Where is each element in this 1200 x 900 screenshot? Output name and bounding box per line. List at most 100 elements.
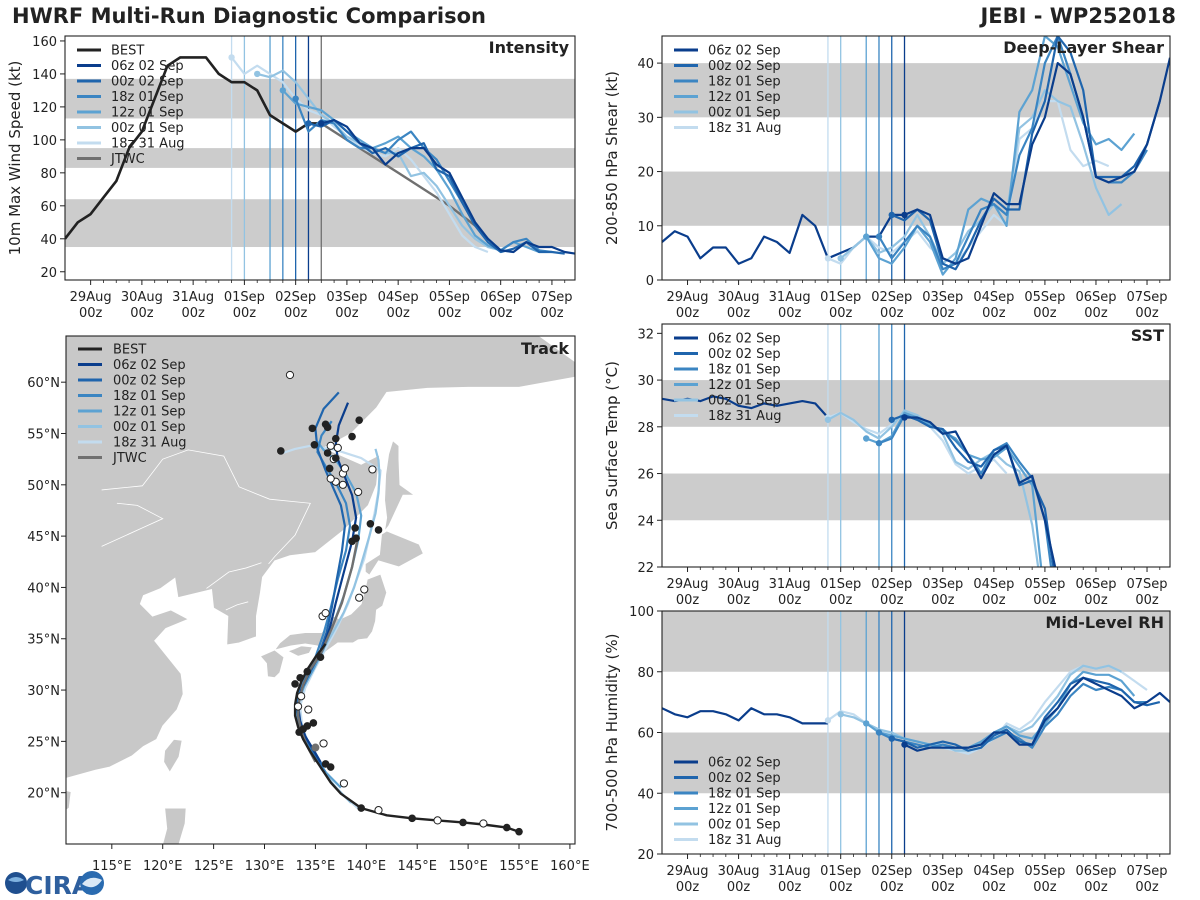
intensity-run-line [321, 119, 575, 255]
rh-xtick-hour: 00z [727, 880, 751, 895]
sst-xtick-hour: 00z [1033, 593, 1057, 608]
sst-xtick-hour: 00z [1135, 593, 1159, 608]
land-hainan [66, 790, 72, 811]
intensity-legend-label: 12z 01 Sep [111, 106, 184, 121]
cira-logo: CIRA [5, 871, 104, 898]
sst-xtick-date: 30Aug [718, 577, 760, 592]
shear-legend-label: 00z 01 Sep [708, 106, 781, 121]
rh-xtick-date: 03Sep [922, 864, 963, 879]
logo-globe-highlight [8, 877, 24, 882]
intensity-run-start-point [305, 120, 312, 127]
track-open-marker [285, 370, 295, 380]
intensity-ytick-label: 120 [32, 101, 57, 116]
sst-ylabel: Sea Surface Temp (°C) [603, 361, 621, 530]
rh-xtick-hour: 00z [1135, 880, 1159, 895]
intensity-xtick-hour: 00z [181, 306, 205, 321]
track-open-marker [374, 806, 383, 815]
track-legend-label: 18z 31 Aug [113, 436, 187, 451]
track-lon-label: 125°E [194, 859, 234, 874]
intensity-ytick-label: 40 [40, 233, 57, 248]
intensity-xtick-hour: 00z [540, 306, 564, 321]
track-legend-label: BEST [113, 343, 146, 358]
track-open-marker [319, 739, 328, 748]
track-filled-marker [310, 440, 319, 449]
track-lon-label: 160°E [550, 859, 590, 874]
shear-xtick-hour: 00z [1084, 306, 1108, 321]
sst-legend-label: 00z 02 Sep [708, 347, 781, 362]
intensity-frame [64, 35, 576, 281]
intensity-band [65, 199, 575, 248]
sst-xtick-hour: 00z [778, 593, 802, 608]
track-filled-marker [408, 814, 416, 823]
shear-ytick-label: 20 [637, 166, 654, 181]
track-filled-marker [316, 653, 325, 662]
rh-xtick-hour: 00z [880, 880, 904, 895]
intensity-legend-label: JTWC [110, 152, 145, 167]
shear-ytick-label: 30 [637, 111, 654, 126]
land-sakhalin [383, 440, 416, 533]
sst-ytick-label: 24 [637, 514, 654, 529]
intensity-run-start-point [292, 95, 299, 102]
sst-xtick-hour: 00z [1084, 593, 1108, 608]
rh-xtick-hour: 00z [1033, 880, 1057, 895]
intensity-xtick-hour: 00z [489, 306, 513, 321]
sst-legend-label: 18z 31 Aug [708, 409, 782, 424]
shear-title: Deep-Layer Shear [1003, 38, 1164, 57]
track-open-marker [326, 441, 335, 450]
track-legend-label: 12z 01 Sep [113, 405, 186, 420]
track-open-marker [368, 465, 377, 474]
intensity-xtick-date: 30Aug [121, 290, 163, 305]
rh-xtick-date: 31Aug [769, 864, 811, 879]
track-lat-label: 35°N [27, 633, 60, 648]
rh-run-start-point [901, 741, 908, 748]
sst-run-start-point [875, 439, 883, 447]
track-filled-marker [348, 432, 356, 441]
land-hokkaido [364, 530, 424, 576]
rh-title: Mid-Level RH [1045, 613, 1164, 632]
track-lat-label: 40°N [27, 581, 60, 596]
shear-legend-label: 00z 02 Sep [708, 59, 781, 74]
sst-xtick-date: 03Sep [922, 577, 963, 592]
sst-xtick-date: 06Sep [1075, 577, 1116, 592]
rh-run-start-point [875, 729, 883, 736]
track-lon-label: 115°E [92, 859, 132, 874]
track-filled-marker [276, 447, 285, 455]
intensity-ylabel: 10m Max Wind Speed (kt) [6, 61, 24, 256]
shear-xtick-date: 04Sep [973, 290, 1014, 305]
sst-xtick-hour: 00z [829, 593, 853, 608]
track-title: Track [521, 339, 569, 358]
sst-ytick-label: 22 [637, 561, 654, 576]
shear-ytick-label: 40 [637, 57, 654, 72]
shear-run-start-point [901, 211, 908, 219]
rh-legend-label: 18z 31 Aug [708, 833, 782, 848]
shear-xtick-hour: 00z [778, 306, 802, 321]
track-open-marker [333, 443, 342, 452]
track-lat-label: 20°N [27, 787, 60, 802]
sst-xtick-date: 01Sep [820, 577, 861, 592]
sst-xtick-hour: 00z [880, 593, 904, 608]
rh-legend-label: 18z 01 Sep [708, 787, 781, 802]
logo-swirl-arc [82, 877, 102, 888]
sst-title: SST [1131, 326, 1164, 345]
shear-xtick-date: 03Sep [922, 290, 963, 305]
intensity-run-start-point [279, 87, 287, 94]
sst-xtick-hour: 00z [676, 593, 700, 608]
sst-ytick-label: 28 [637, 421, 654, 436]
track-filled-marker [303, 667, 312, 676]
sst-run-line [891, 414, 1055, 567]
shear-run-start-point [863, 233, 870, 240]
intensity-ytick-label: 160 [32, 35, 57, 50]
track-filled-marker [502, 823, 511, 832]
intensity-xtick-hour: 00z [130, 306, 154, 321]
rh-ytick-label: 20 [637, 848, 654, 863]
intensity-xtick-hour: 00z [386, 306, 410, 321]
sst-xtick-date: 04Sep [973, 577, 1014, 592]
shear-run-line [904, 57, 1170, 265]
shear-ylabel: 200-850 hPa Shear (kt) [603, 71, 621, 245]
land-kyushu [259, 649, 285, 679]
track-open-marker [326, 474, 335, 483]
track-filled-marker [325, 464, 334, 473]
intensity-legend-label: 00z 02 Sep [111, 75, 184, 90]
track-jtwc-marker [311, 743, 320, 752]
track-filled-marker [515, 827, 523, 836]
